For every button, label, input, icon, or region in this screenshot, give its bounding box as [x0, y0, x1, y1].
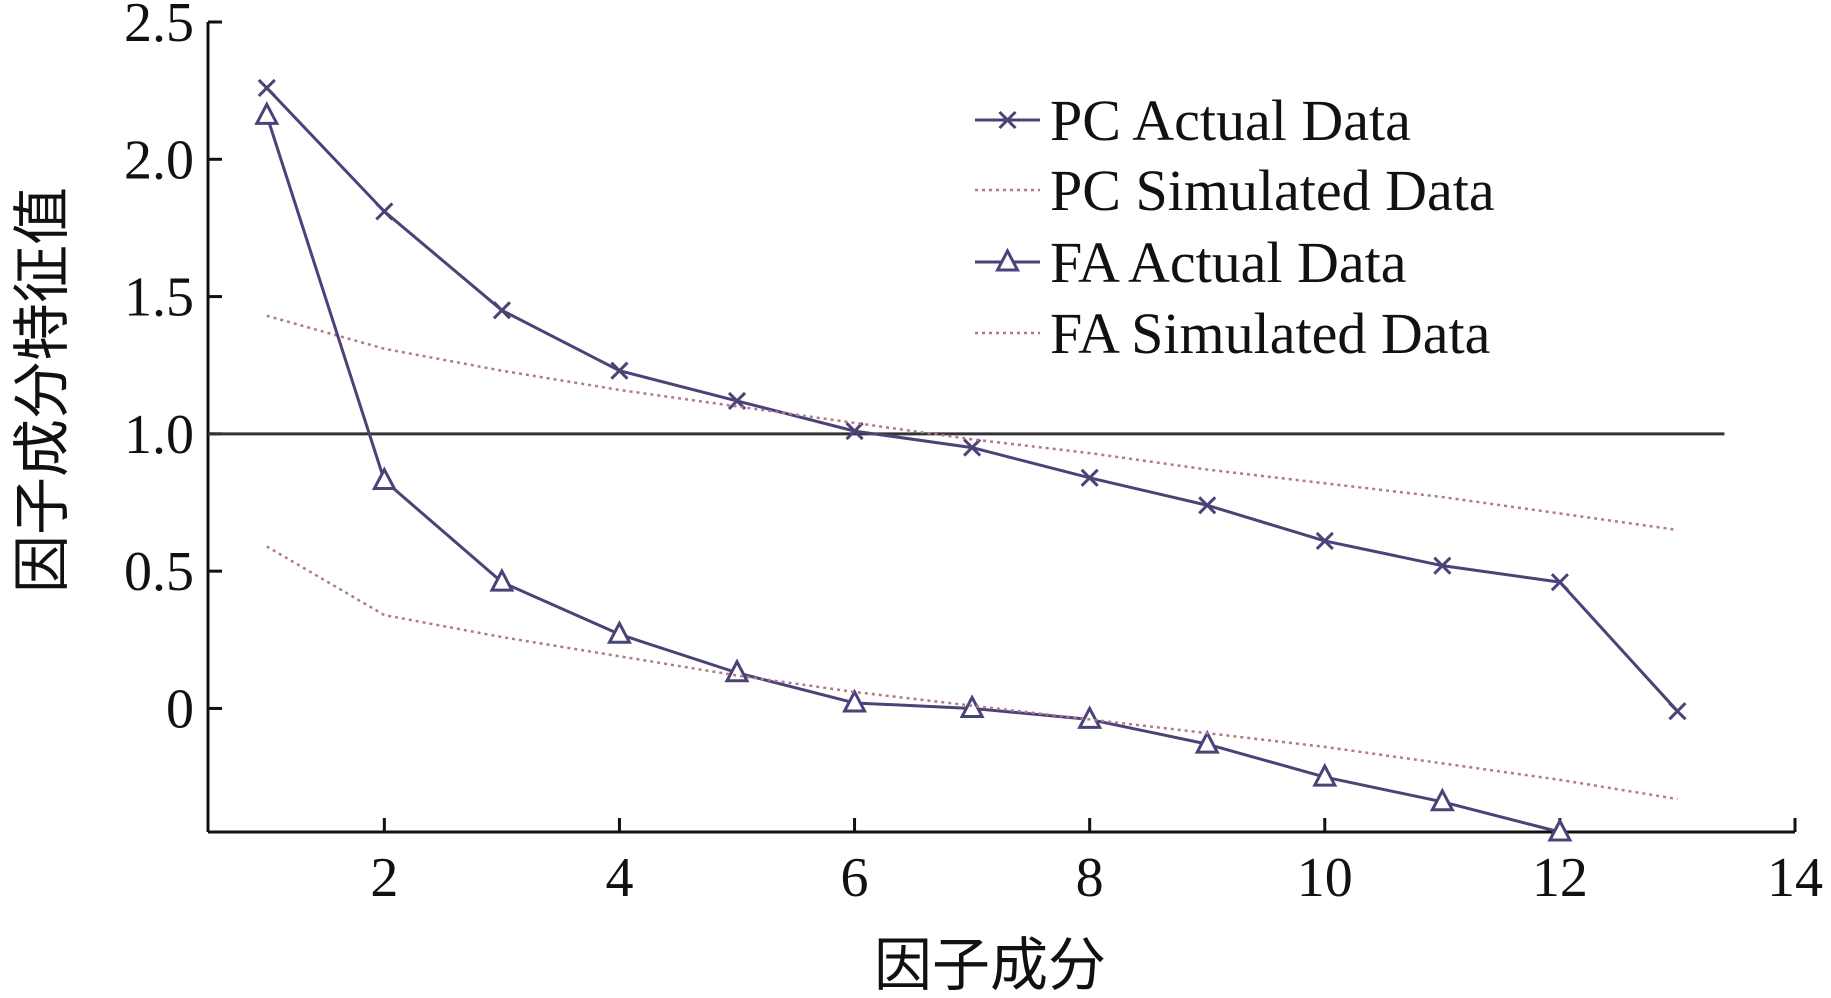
- marker-stroke: [1080, 468, 1099, 487]
- x-tick-label: 12: [1532, 847, 1588, 909]
- data-point: [845, 422, 864, 441]
- y-tick-label: 0.5: [124, 541, 194, 603]
- marker-stroke: [610, 361, 629, 380]
- data-point: [1550, 573, 1569, 592]
- legend-marker: [998, 110, 1017, 130]
- series-group: [254, 78, 1687, 842]
- x-tick-label: 2: [370, 847, 398, 909]
- marker-stroke: [375, 202, 394, 221]
- data-point: [1077, 705, 1103, 729]
- x-tick-label: 14: [1767, 847, 1823, 909]
- data-point: [1668, 702, 1687, 721]
- data-point: [1198, 496, 1217, 515]
- series-line: [266, 545, 1678, 801]
- x-tick-label: 6: [841, 847, 869, 909]
- data-point: [1312, 762, 1338, 787]
- marker-stroke: [845, 422, 864, 441]
- series-2: [254, 101, 1573, 842]
- legend-entry: PC Simulated Data: [975, 158, 1495, 223]
- x-axis-title: 因子成分: [874, 933, 1106, 998]
- series-1: [266, 314, 1678, 532]
- tick-labels: 0 0.5 1.0 1.5 2.0 2.5 2 4 6 8 10 12 14: [124, 0, 1823, 909]
- legend-label: PC Simulated Data: [1050, 158, 1495, 223]
- x-tick-label: 4: [605, 847, 633, 909]
- marker-stroke: [1550, 573, 1569, 592]
- series-line: [265, 114, 1561, 834]
- data-point: [1315, 531, 1334, 551]
- marker-stroke: [727, 391, 747, 410]
- data-point: [1429, 787, 1455, 812]
- series-line: [266, 314, 1678, 532]
- series-0: [257, 78, 1687, 721]
- marker-stroke: [257, 78, 276, 97]
- y-tick-label: 1.5: [124, 267, 194, 329]
- series-3: [266, 545, 1678, 801]
- y-tick-label: 0: [166, 678, 194, 740]
- legend-label: FA Actual Data: [1050, 230, 1407, 295]
- marker-stroke: [963, 438, 982, 457]
- legend-entry: PC Actual Data: [975, 88, 1411, 153]
- legend-entry: FA Simulated Data: [975, 301, 1490, 366]
- y-tick-label: 2.0: [124, 129, 194, 191]
- data-point: [842, 688, 868, 713]
- data-point: [257, 78, 276, 97]
- data-point: [1080, 468, 1099, 487]
- marker-stroke: [998, 110, 1017, 130]
- x-tick-label: 8: [1076, 847, 1104, 909]
- marker-stroke: [1433, 556, 1452, 575]
- data-point: [1433, 556, 1452, 575]
- marker-stroke: [492, 301, 511, 320]
- x-tick-label: 10: [1297, 847, 1353, 909]
- data-point: [492, 301, 511, 320]
- y-tick-label: 2.5: [124, 0, 194, 54]
- data-point: [963, 438, 982, 457]
- legend-label: FA Simulated Data: [1050, 301, 1490, 366]
- legend-marker: [995, 247, 1020, 272]
- data-point: [610, 361, 629, 380]
- data-point: [489, 567, 515, 592]
- data-point: [606, 620, 632, 644]
- marker-stroke: [1315, 531, 1334, 551]
- data-point: [375, 202, 394, 221]
- marker-stroke: [1198, 496, 1217, 515]
- y-axis-title: 因子成分特征值: [10, 187, 75, 593]
- data-point: [1194, 729, 1220, 754]
- data-point: [371, 466, 397, 491]
- marker-stroke: [1668, 702, 1687, 721]
- legend-label: PC Actual Data: [1050, 88, 1411, 153]
- legend-entry: FA Actual Data: [975, 230, 1407, 295]
- data-point: [254, 101, 280, 125]
- data-point: [1547, 817, 1573, 842]
- y-tick-label: 1.0: [124, 404, 194, 466]
